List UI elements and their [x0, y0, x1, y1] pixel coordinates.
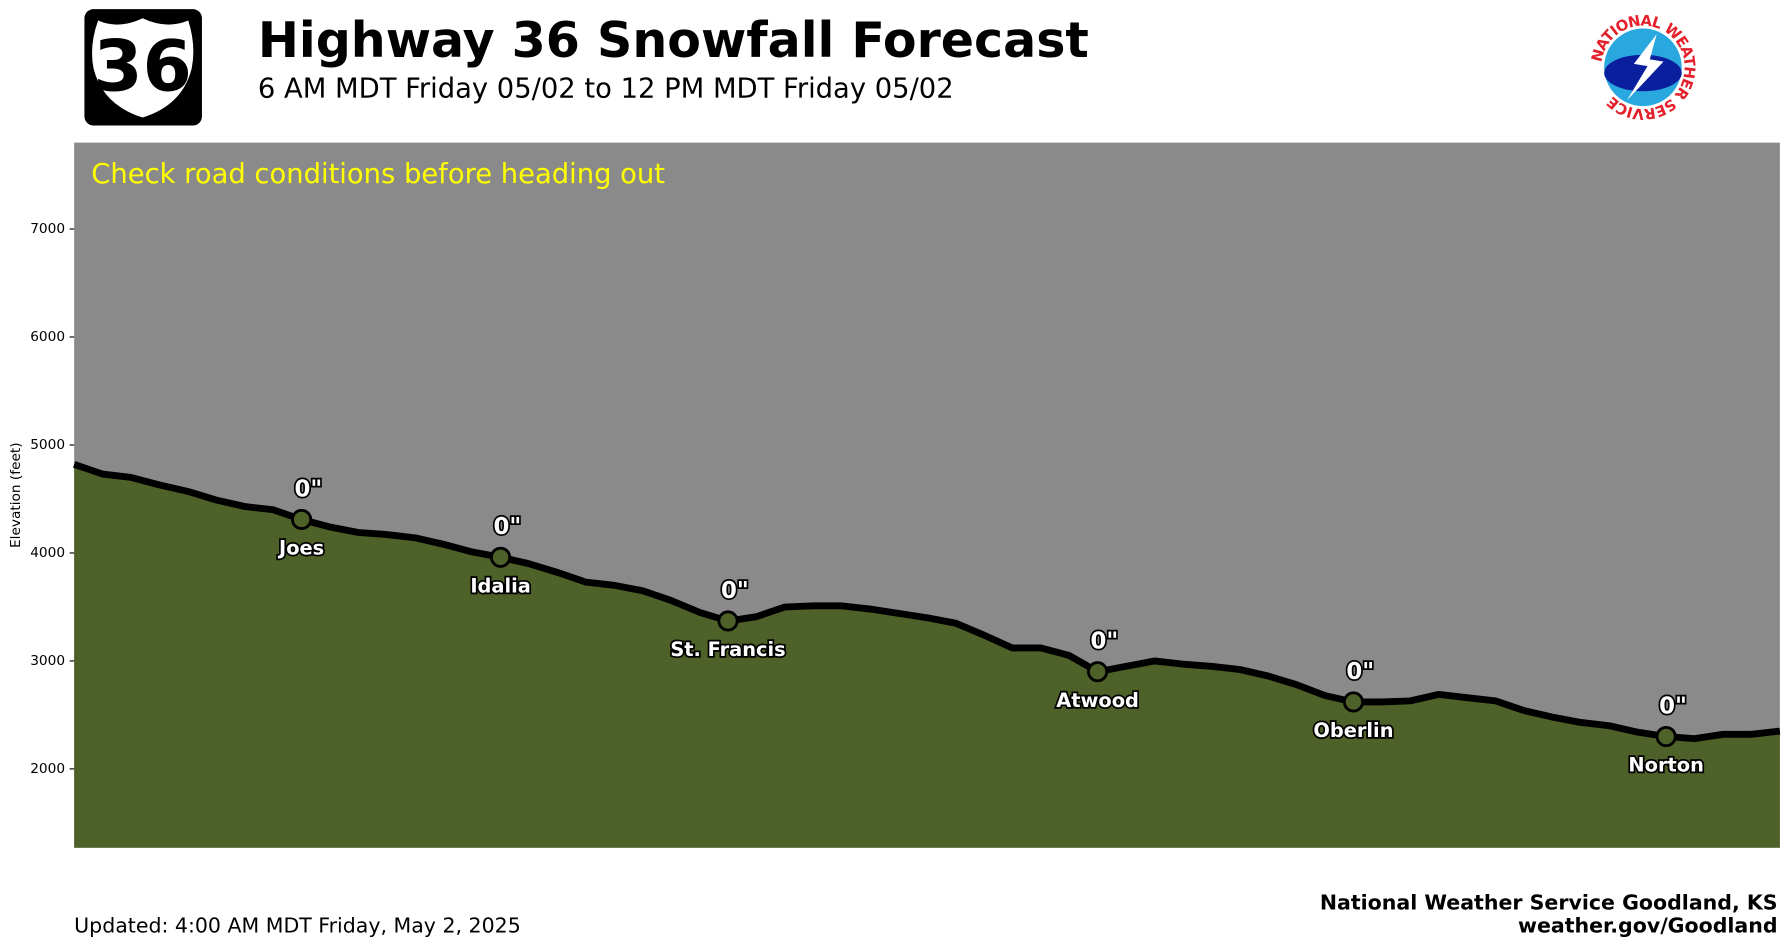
- town-label: Oberlin: [1313, 719, 1393, 742]
- y-tick-label: 5000: [30, 437, 65, 453]
- town-marker: [717, 610, 739, 632]
- town-label: St. Francis: [670, 638, 785, 661]
- town-marker: [1655, 725, 1677, 748]
- updated-text: Updated: 4:00 AM MDT Friday, May 2, 2025: [74, 913, 521, 937]
- chart-title: Highway 36 Snowfall Forecast: [258, 11, 1089, 69]
- shield: [92, 18, 194, 118]
- elevation-line: [73, 461, 1781, 743]
- website-text: weather.gov/Goodland: [1518, 913, 1778, 937]
- logo-bolt: [1626, 34, 1664, 101]
- snowfall-label: 0": [1091, 629, 1119, 655]
- y-axis-label: Elevation (feet): [8, 442, 24, 548]
- y-tick-label: 6000: [30, 329, 65, 345]
- annotation: Check road conditions before heading out: [91, 159, 665, 190]
- chart-subtitle: 6 AM MDT Friday 05/02 to 12 PM MDT Frida…: [258, 74, 954, 105]
- town-label: Norton: [1628, 754, 1703, 777]
- snowfall-label: 0": [494, 514, 522, 540]
- plot-area: Check road conditions before heading out…: [8, 142, 1781, 848]
- snowfall-label: 0": [1346, 659, 1374, 685]
- town-label: Joes: [277, 537, 324, 560]
- y-tick-label: 4000: [30, 545, 65, 561]
- snowfall-label: 0": [1659, 693, 1687, 719]
- snowfall-label: 0": [721, 578, 749, 604]
- town-label: Idalia: [470, 574, 531, 597]
- town-marker: [490, 546, 512, 568]
- town-marker: [291, 508, 313, 531]
- office-text: National Weather Service Goodland, KS: [1320, 891, 1778, 915]
- shield-number: 36: [93, 24, 191, 107]
- logo-cloud: [1604, 54, 1682, 92]
- town-label: Atwood: [1056, 689, 1139, 712]
- y-tick-label: 3000: [30, 653, 65, 669]
- town-marker: [1342, 691, 1364, 713]
- y-tick-label: 7000: [30, 221, 65, 237]
- y-tick-label: 2000: [30, 761, 65, 777]
- town-marker: [1087, 661, 1109, 683]
- snowfall-label: 0": [295, 476, 323, 502]
